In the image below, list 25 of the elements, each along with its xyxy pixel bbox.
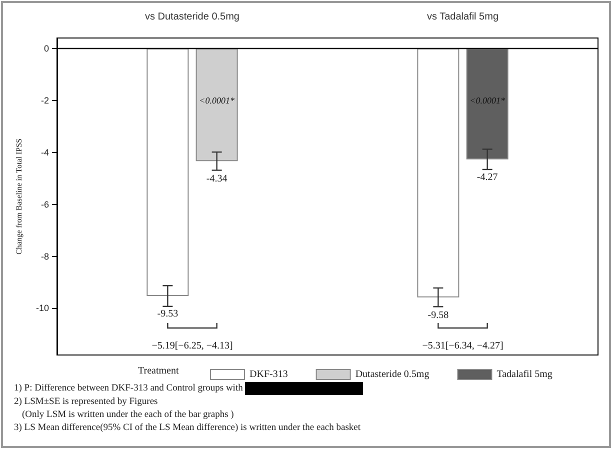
y-tick-label: -2: [40, 95, 49, 106]
data-label: -9.53: [157, 308, 178, 320]
y-tick-label: -8: [40, 251, 49, 262]
data-label: -4.34: [206, 174, 228, 185]
legend-label: Tadalafil 5mg: [496, 369, 552, 380]
y-tick-label: 0: [44, 43, 49, 54]
annotation: <0.0001*: [470, 95, 506, 106]
legend-label: Dutasteride 0.5mg: [355, 369, 430, 380]
annotation: −5.19[−6.25, −4.13]: [152, 340, 233, 352]
x-tick-label: vs Dutasteride 0.5mg: [145, 12, 240, 22]
text: 3) LS Mean difference(95% CI of the LS Mean difference) is written under the each basket: [14, 422, 362, 435]
y-axis-title: Change from Baseline in Total IPSS: [14, 138, 24, 254]
annotation: −5.31[−6.34, −4.27]: [422, 340, 504, 352]
text: 1) P: Difference between DKF-313 and Control groups with: [14, 382, 244, 396]
y-tick-label: -4: [40, 147, 49, 158]
text: (Only LSM is written under the each of the bar graphs ): [21, 408, 235, 422]
y-tick-label: -6: [40, 199, 49, 210]
data-label: -9.58: [428, 310, 449, 321]
annotation: <0.0001*: [199, 95, 235, 106]
legend-title: Treatment: [138, 366, 179, 376]
data-label: -4.27: [476, 172, 498, 183]
legend-label: DKF-313: [250, 369, 288, 380]
text: 2) LSM±SE is represented by Figures: [14, 396, 159, 409]
y-tick-label: -10: [36, 303, 49, 314]
x-tick-label: vs Tadalafil 5mg: [426, 12, 499, 22]
